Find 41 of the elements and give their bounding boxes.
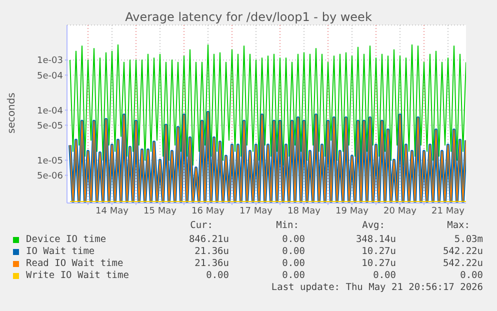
text: 10.27u (362, 246, 396, 257)
text: 21.36u (194, 246, 229, 257)
text: Max: (447, 220, 470, 231)
text: 0.00 (282, 246, 305, 257)
text: 0.00 (282, 270, 305, 281)
y-tick-label: 5e-05 (37, 121, 63, 132)
x-tick-label: 18 May (288, 206, 322, 216)
x-tick-label: 19 May (336, 206, 370, 216)
text: 5.03m (454, 234, 483, 245)
text: Cur: (190, 220, 213, 231)
text: 846.21u (188, 234, 229, 245)
text: 542.22u (442, 246, 483, 257)
x-tick-label: 15 May (144, 206, 178, 216)
legend-label: Device IO time (26, 234, 106, 245)
y-tick-label: 1e-03 (37, 56, 63, 66)
text: 0.00 (282, 234, 305, 245)
text: Last update: Thu May 21 20:56:17 2026 (271, 282, 483, 293)
text: 0.00 (460, 270, 483, 281)
text: 0.00 (373, 270, 396, 281)
chart-title: Average latency for /dev/loop1 - by week (124, 10, 373, 24)
x-tick-label: 17 May (240, 206, 274, 216)
legend-label: Read IO Wait time (26, 258, 124, 269)
x-tick-label: 14 May (96, 206, 130, 216)
text: 21.36u (194, 258, 229, 269)
text: 542.22u (442, 258, 483, 269)
y-tick-label: 5e-06 (37, 171, 64, 182)
y-tick-label: 1e-04 (37, 106, 64, 116)
text: 0.00 (206, 270, 229, 281)
x-tick-label: 21 May (432, 206, 466, 216)
text: 348.14u (356, 234, 396, 245)
y-tick-label: 5e-04 (37, 71, 64, 82)
text: Avg: (362, 220, 385, 231)
legend-label: Write IO Wait time (26, 270, 129, 281)
text: 0.00 (282, 258, 305, 269)
text: Min: (276, 220, 299, 231)
text: 10.27u (362, 258, 396, 269)
y-axis-title: seconds (6, 92, 18, 134)
x-tick-label: 20 May (384, 206, 418, 216)
legend-label: IO Wait time (26, 246, 95, 257)
x-tick-label: 16 May (192, 206, 226, 216)
y-tick-label: 1e-05 (37, 156, 63, 166)
